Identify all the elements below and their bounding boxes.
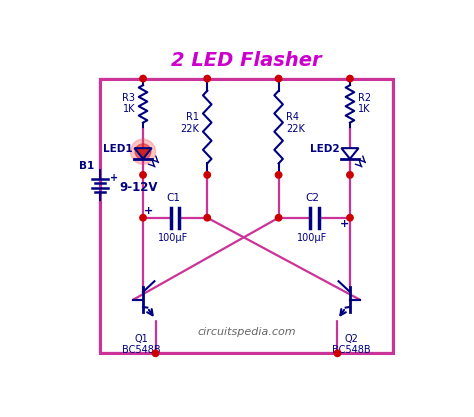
Bar: [100, 78, 393, 353]
Text: 100μF: 100μF: [158, 233, 189, 243]
Text: +: +: [110, 173, 118, 183]
Circle shape: [130, 139, 155, 164]
Circle shape: [275, 214, 282, 221]
Text: LED1: LED1: [103, 144, 133, 154]
Text: C1: C1: [166, 193, 180, 203]
Circle shape: [275, 75, 282, 82]
Circle shape: [334, 350, 341, 357]
Text: B1: B1: [79, 161, 94, 171]
Text: R2
1K: R2 1K: [358, 93, 371, 114]
Circle shape: [140, 214, 146, 221]
Text: 100μF: 100μF: [297, 233, 328, 243]
Text: Q2
BC548B: Q2 BC548B: [332, 334, 371, 355]
Circle shape: [152, 350, 159, 357]
Text: 9-12V: 9-12V: [120, 181, 158, 194]
Polygon shape: [135, 148, 152, 159]
Polygon shape: [341, 148, 358, 159]
Text: R4
22K: R4 22K: [286, 112, 305, 134]
Circle shape: [347, 172, 353, 178]
Text: circuitspedia.com: circuitspedia.com: [197, 327, 296, 337]
Text: R1
22K: R1 22K: [181, 112, 200, 134]
Circle shape: [204, 75, 210, 82]
Text: +: +: [144, 206, 153, 216]
Text: 2 LED Flasher: 2 LED Flasher: [171, 50, 322, 70]
Circle shape: [140, 75, 146, 82]
Circle shape: [347, 75, 353, 82]
Circle shape: [347, 214, 353, 221]
Text: LED2: LED2: [310, 144, 340, 154]
Text: +: +: [340, 219, 349, 229]
Circle shape: [275, 172, 282, 178]
Circle shape: [140, 172, 146, 178]
Text: C2: C2: [306, 193, 319, 203]
Circle shape: [135, 144, 151, 160]
Circle shape: [204, 172, 210, 178]
Text: Q1
BC548B: Q1 BC548B: [122, 334, 161, 355]
Text: R3
1K: R3 1K: [122, 93, 135, 114]
Circle shape: [204, 214, 210, 221]
